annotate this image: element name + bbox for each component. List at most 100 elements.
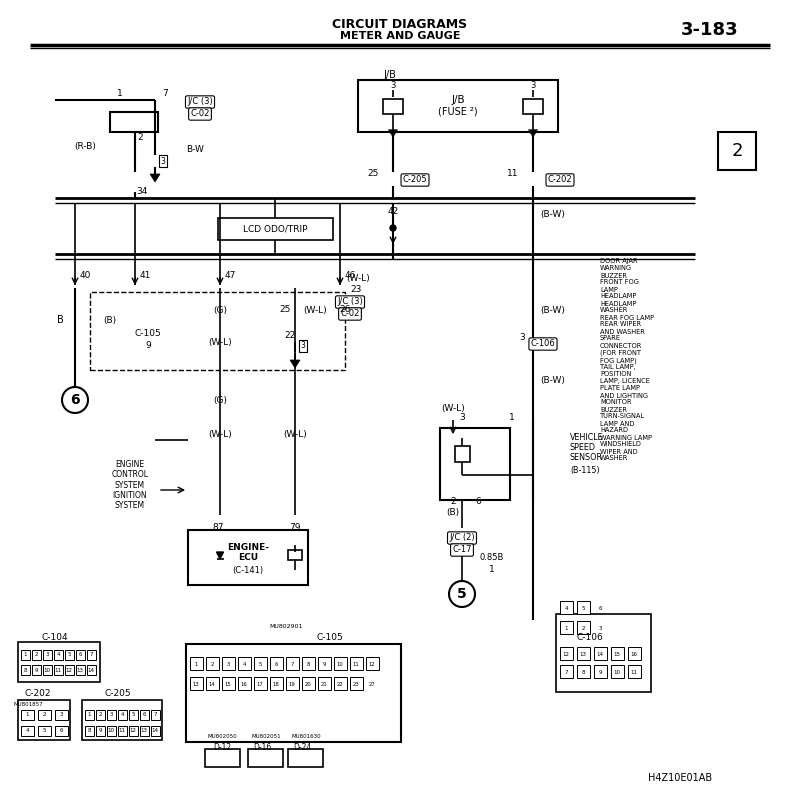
Text: 6: 6 [475, 498, 481, 506]
Text: 5: 5 [67, 653, 70, 658]
Circle shape [449, 581, 475, 607]
Text: 3: 3 [46, 653, 49, 658]
Bar [248, 749, 283, 767]
Bar [110, 112, 158, 132]
Bar [38, 726, 51, 736]
Text: 2: 2 [137, 134, 143, 142]
Text: 19: 19 [289, 682, 295, 686]
Bar [254, 677, 267, 690]
Text: 9: 9 [34, 667, 38, 673]
Text: 14: 14 [209, 682, 215, 686]
Text: SENSOR: SENSOR [570, 454, 603, 462]
Text: 8: 8 [23, 667, 26, 673]
Text: C-202: C-202 [548, 175, 572, 185]
Text: (B): (B) [446, 509, 459, 518]
Text: 0.85B: 0.85B [480, 554, 504, 562]
Bar [523, 99, 543, 114]
Text: (G): (G) [213, 395, 227, 405]
Bar [65, 665, 74, 675]
Text: 23: 23 [350, 286, 362, 294]
Text: 2: 2 [731, 142, 742, 160]
Circle shape [390, 225, 396, 231]
Bar [186, 644, 401, 742]
Bar [334, 657, 347, 670]
Text: 20: 20 [305, 682, 311, 686]
Bar [366, 657, 379, 670]
Text: 9: 9 [598, 670, 602, 674]
Text: 8: 8 [306, 662, 310, 666]
Text: 14: 14 [87, 667, 94, 673]
Text: 1: 1 [26, 713, 29, 718]
Text: 3: 3 [110, 713, 113, 718]
Bar [288, 550, 302, 560]
Bar [594, 647, 607, 660]
Text: 3: 3 [301, 342, 306, 350]
Text: 4: 4 [564, 606, 568, 610]
Text: 5: 5 [582, 606, 585, 610]
Bar [55, 710, 68, 720]
Text: J/C (3): J/C (3) [187, 98, 213, 106]
Text: 13: 13 [193, 682, 199, 686]
Text: MU802050: MU802050 [207, 734, 237, 739]
Text: 87: 87 [212, 522, 224, 531]
Bar [628, 647, 641, 660]
Text: 9: 9 [98, 729, 102, 734]
Bar [560, 665, 573, 678]
Bar [270, 657, 283, 670]
Bar [628, 665, 641, 678]
Text: 16: 16 [241, 682, 247, 686]
Text: 1: 1 [194, 662, 198, 666]
Text: 3-183: 3-183 [681, 21, 739, 39]
Text: 3: 3 [530, 81, 536, 90]
Bar [286, 677, 299, 690]
Text: 5: 5 [42, 729, 46, 734]
Bar [318, 657, 331, 670]
Bar [43, 650, 52, 660]
Text: 4: 4 [26, 729, 29, 734]
Text: 9: 9 [322, 662, 326, 666]
Text: 26: 26 [339, 306, 350, 314]
Text: (W-L): (W-L) [441, 403, 465, 413]
Polygon shape [529, 130, 538, 137]
Bar [238, 657, 251, 670]
Text: (B): (B) [103, 315, 117, 325]
Bar [188, 530, 308, 585]
Text: MU802901: MU802901 [270, 625, 302, 630]
Text: 1: 1 [23, 653, 26, 658]
Text: 46: 46 [344, 271, 356, 281]
Text: 2: 2 [42, 713, 46, 718]
Bar [288, 749, 323, 767]
Text: DOOR AJAR
WARNING
BUZZER
FRONT FOG
LAMP
HEADLAMP
HEADLAMP
WASHER
REAR FOG LAMP
R: DOOR AJAR WARNING BUZZER FRONT FOG LAMP … [600, 258, 654, 462]
Text: MU801857: MU801857 [13, 702, 43, 706]
Bar [577, 621, 590, 634]
Bar [85, 710, 94, 720]
Bar [254, 657, 267, 670]
Bar [87, 665, 96, 675]
Text: 5: 5 [457, 587, 467, 601]
Text: C-105: C-105 [317, 633, 343, 642]
Text: 10: 10 [337, 662, 343, 666]
Bar [560, 601, 573, 614]
Circle shape [62, 387, 88, 413]
Text: 12: 12 [130, 729, 137, 734]
Text: D-24: D-24 [293, 743, 311, 753]
Text: C-105: C-105 [134, 330, 162, 338]
Bar [222, 677, 235, 690]
Polygon shape [150, 174, 160, 182]
Text: 25: 25 [367, 170, 378, 178]
Bar [350, 677, 363, 690]
Text: C-104: C-104 [42, 633, 68, 642]
Text: 2: 2 [582, 626, 585, 630]
Bar [611, 647, 624, 660]
Bar [286, 657, 299, 670]
Text: (W-L): (W-L) [346, 274, 370, 283]
Text: 4: 4 [242, 662, 246, 666]
Bar [222, 657, 235, 670]
Text: C-02: C-02 [340, 310, 360, 318]
Bar [87, 650, 96, 660]
Text: ENGINE-: ENGINE- [227, 542, 269, 551]
Text: C-205: C-205 [402, 175, 427, 185]
Text: 2: 2 [210, 662, 214, 666]
Text: MU801630: MU801630 [291, 734, 321, 739]
Text: (B-W): (B-W) [541, 375, 566, 385]
